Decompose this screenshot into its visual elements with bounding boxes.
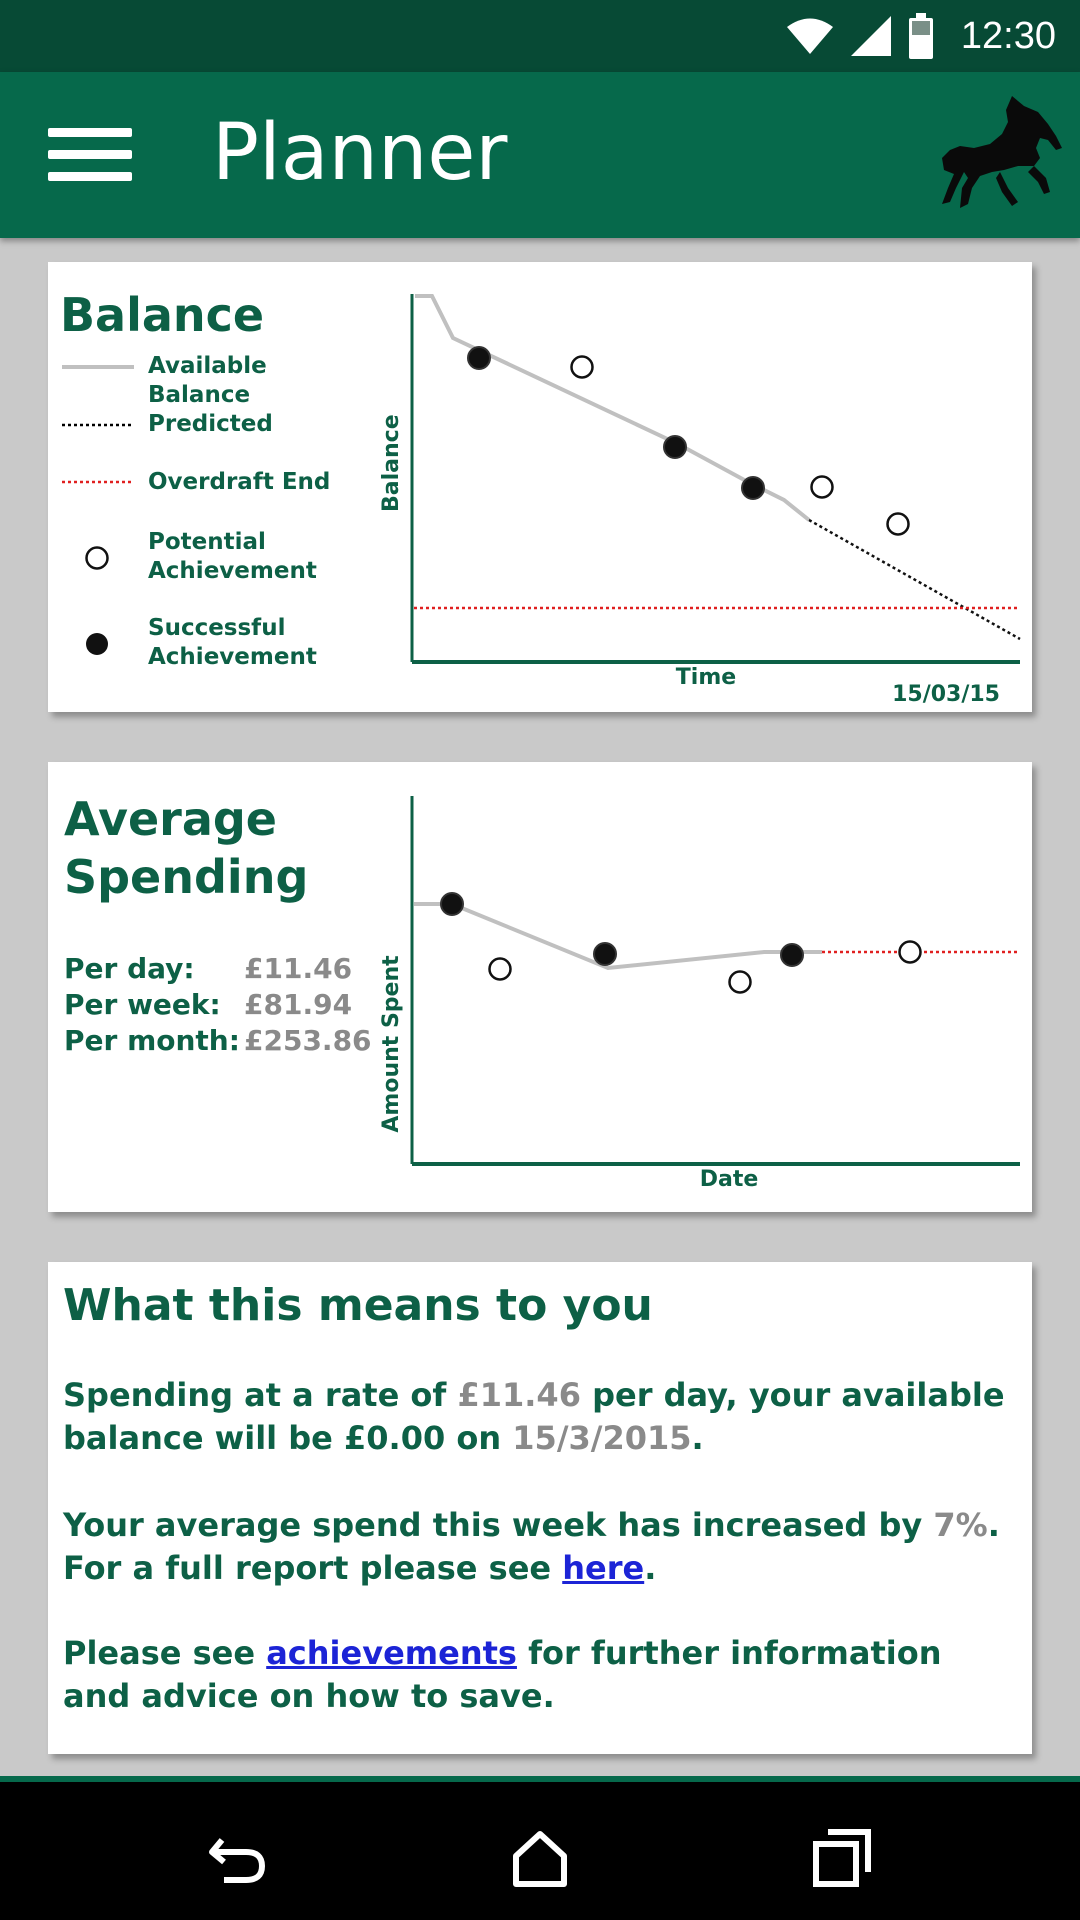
wifi-icon [786, 18, 833, 54]
text: per day, your available balance will be … [63, 1376, 1005, 1457]
successful-achievement-point [741, 476, 765, 500]
potential-achievement-point [898, 940, 922, 964]
text: . [644, 1549, 657, 1587]
black-horse-logo [942, 96, 1062, 208]
potential-achievement-point [810, 475, 834, 499]
rate-value: £11.46 [457, 1376, 581, 1414]
status-bar: 12:30 [0, 0, 1080, 72]
successful-achievement-point [663, 435, 687, 459]
text: . [691, 1419, 704, 1457]
legend-overdraft-label: Overdraft End [148, 469, 331, 495]
report-link[interactable]: here [562, 1549, 645, 1587]
text: Your average spend this week has increas… [63, 1506, 934, 1544]
legend-predicted-line-icon [62, 423, 134, 427]
potential-achievement-point [886, 512, 910, 536]
info-title: What this means to you [63, 1280, 653, 1331]
status-time: 12:30 [960, 14, 1056, 57]
spending-y-label: Amount Spent [379, 955, 404, 1133]
potential-achievement-point [728, 970, 752, 994]
spending-title-line2: Spending [64, 850, 309, 904]
page-title: Planner [212, 108, 508, 198]
text: For a full report please see [63, 1549, 563, 1587]
legend-predicted-label: Predicted [148, 411, 273, 437]
balance-x-label: Time [676, 665, 736, 690]
increase-value: 7% [933, 1506, 988, 1544]
average-spending-line [414, 902, 822, 971]
stat-label: Per day: [64, 952, 195, 985]
stat-row-day: Per day: £11.46 [64, 952, 372, 988]
legend-available-line-icon [62, 365, 134, 369]
spending-chart: Amount Spent Date [379, 796, 1020, 1192]
spending-title-line1: Average [64, 792, 277, 846]
info-paragraph-1: Spending at a rate of £11.46 per day, yo… [63, 1374, 1013, 1460]
stat-row-week: Per week: £81.94 [64, 988, 372, 1024]
potential-achievement-point [570, 355, 594, 379]
balance-y-label: Balance [379, 414, 404, 512]
zero-date-value: 15/3/2015 [512, 1419, 692, 1457]
recents-icon[interactable] [806, 1822, 878, 1894]
hamburger-icon[interactable] [48, 122, 132, 186]
balance-card: Balance Available Balance Predicted Over… [48, 262, 1032, 712]
potential-achievement-point [488, 957, 512, 981]
stat-label: Per week: [64, 988, 221, 1021]
successful-achievement-point [780, 943, 804, 967]
spending-card: Average Spending Per day: £11.46 Per week… [48, 762, 1032, 1212]
home-icon[interactable] [504, 1822, 576, 1894]
battery-icon [908, 13, 933, 59]
nav-bar [0, 1776, 1080, 1920]
balance-title: Balance [60, 288, 265, 342]
text: Please see [63, 1634, 267, 1672]
stat-value: £11.46 [244, 952, 353, 985]
spending-title: Average Spending [64, 790, 308, 906]
stat-value: £81.94 [244, 988, 353, 1021]
legend-successful-label: Successful Achievement [148, 615, 317, 670]
status-icons: 12:30 [786, 0, 1056, 72]
successful-achievement-point [440, 892, 464, 916]
predicted-line [808, 518, 1021, 641]
legend-filled-circle-icon [86, 633, 108, 655]
legend-overdraft-line-icon [62, 480, 134, 484]
info-card: What this means to you Spending at a rat… [48, 1262, 1032, 1754]
text: . [987, 1506, 1000, 1544]
spending-x-label: Date [700, 1167, 759, 1192]
legend-potential-label: Potential Achievement [148, 529, 317, 584]
text: for further information and advice on ho… [63, 1634, 942, 1715]
balance-legend: Available Balance Predicted Overdraft En… [62, 342, 402, 670]
info-paragraph-2: Your average spend this week has increas… [63, 1504, 1013, 1590]
achievements-link[interactable]: achievements [266, 1634, 517, 1672]
app-bar: Planner [0, 72, 1080, 238]
legend-open-circle-icon [85, 546, 109, 570]
spending-stats: Per day: £11.46 Per week: £81.94 Per month… [64, 952, 372, 1060]
successful-achievement-point [467, 346, 491, 370]
back-icon[interactable] [202, 1822, 274, 1894]
balance-chart: Balance Time 15/03/15 [379, 294, 1021, 707]
text: Spending at a rate of [63, 1376, 458, 1414]
legend-available-label: Available Balance [148, 353, 267, 408]
signal-icon [850, 16, 891, 56]
balance-date-label: 15/03/15 [892, 682, 1000, 707]
stat-row-month: Per month: £253.86 [64, 1024, 372, 1060]
successful-achievement-point [593, 942, 617, 966]
info-paragraph-3: Please see achievements for further info… [63, 1632, 1013, 1718]
stat-label: Per month: [64, 1024, 240, 1057]
stat-value: £253.86 [244, 1024, 372, 1057]
